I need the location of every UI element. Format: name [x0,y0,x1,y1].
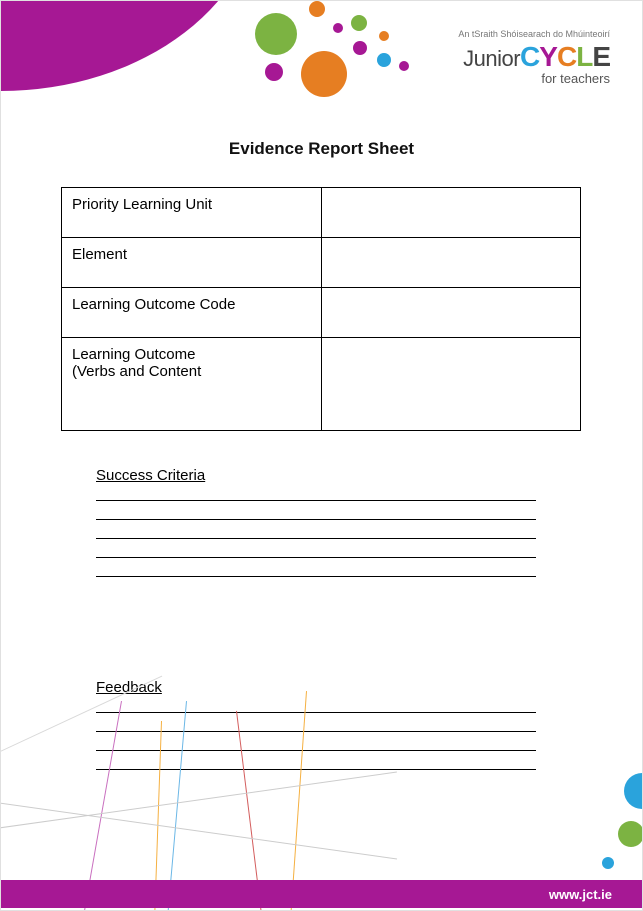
decorative-dot [333,23,343,33]
writing-line [96,519,536,520]
table-cell-label: Learning Outcome Code [62,288,322,338]
decorative-dot [399,61,409,71]
table-cell-value [321,188,581,238]
decorative-dot [377,53,391,67]
table-row: Learning Outcome (Verbs and Content [62,338,581,431]
decorative-dot [353,41,367,55]
success-criteria-lines [96,500,536,577]
table-cell-value [321,288,581,338]
decorative-dot [309,1,325,17]
writing-line [96,538,536,539]
writing-line [96,500,536,501]
logo-block: An tSraith Shóisearach do Mhúinteoirí Ju… [458,29,610,86]
decorative-dot [624,773,643,809]
decorative-dot [618,821,643,847]
table-row: Learning Outcome Code [62,288,581,338]
decorative-dot [351,15,367,31]
writing-line [96,750,536,751]
page: An tSraith Shóisearach do Mhúinteoirí Ju… [0,0,643,911]
writing-line [96,731,536,732]
decorative-dot [255,13,297,55]
footer-url: www.jct.ie [549,887,612,902]
page-title: Evidence Report Sheet [1,139,642,159]
logo-subtitle: for teachers [458,71,610,86]
logo-main: JuniorCYCLE [458,41,610,73]
header-swoosh [0,0,261,91]
success-criteria-heading: Success Criteria [96,467,536,484]
writing-line [96,576,536,577]
decorative-dot [301,51,347,97]
decorative-dot [602,857,614,869]
table-cell-label: Learning Outcome (Verbs and Content [62,338,322,431]
logo-cycle-text: CYCLE [520,41,610,72]
table-row: Priority Learning Unit [62,188,581,238]
info-table: Priority Learning UnitElementLearning Ou… [61,187,581,431]
decorative-dot [379,31,389,41]
logo-tagline: An tSraith Shóisearach do Mhúinteoirí [458,29,610,39]
footer-bar: www.jct.ie [1,880,642,908]
feedback-heading: Feedback [96,679,536,696]
logo-junior-text: Junior [463,46,520,71]
table-cell-value [321,338,581,431]
writing-line [96,712,536,713]
decorative-dot [265,63,283,81]
table-row: Element [62,238,581,288]
table-cell-value [321,238,581,288]
decorative-line [0,800,397,859]
section-feedback: Feedback [96,679,536,788]
table-cell-label: Priority Learning Unit [62,188,322,238]
writing-line [96,769,536,770]
section-success-criteria: Success Criteria [96,467,536,595]
table-cell-label: Element [62,238,322,288]
writing-line [96,557,536,558]
